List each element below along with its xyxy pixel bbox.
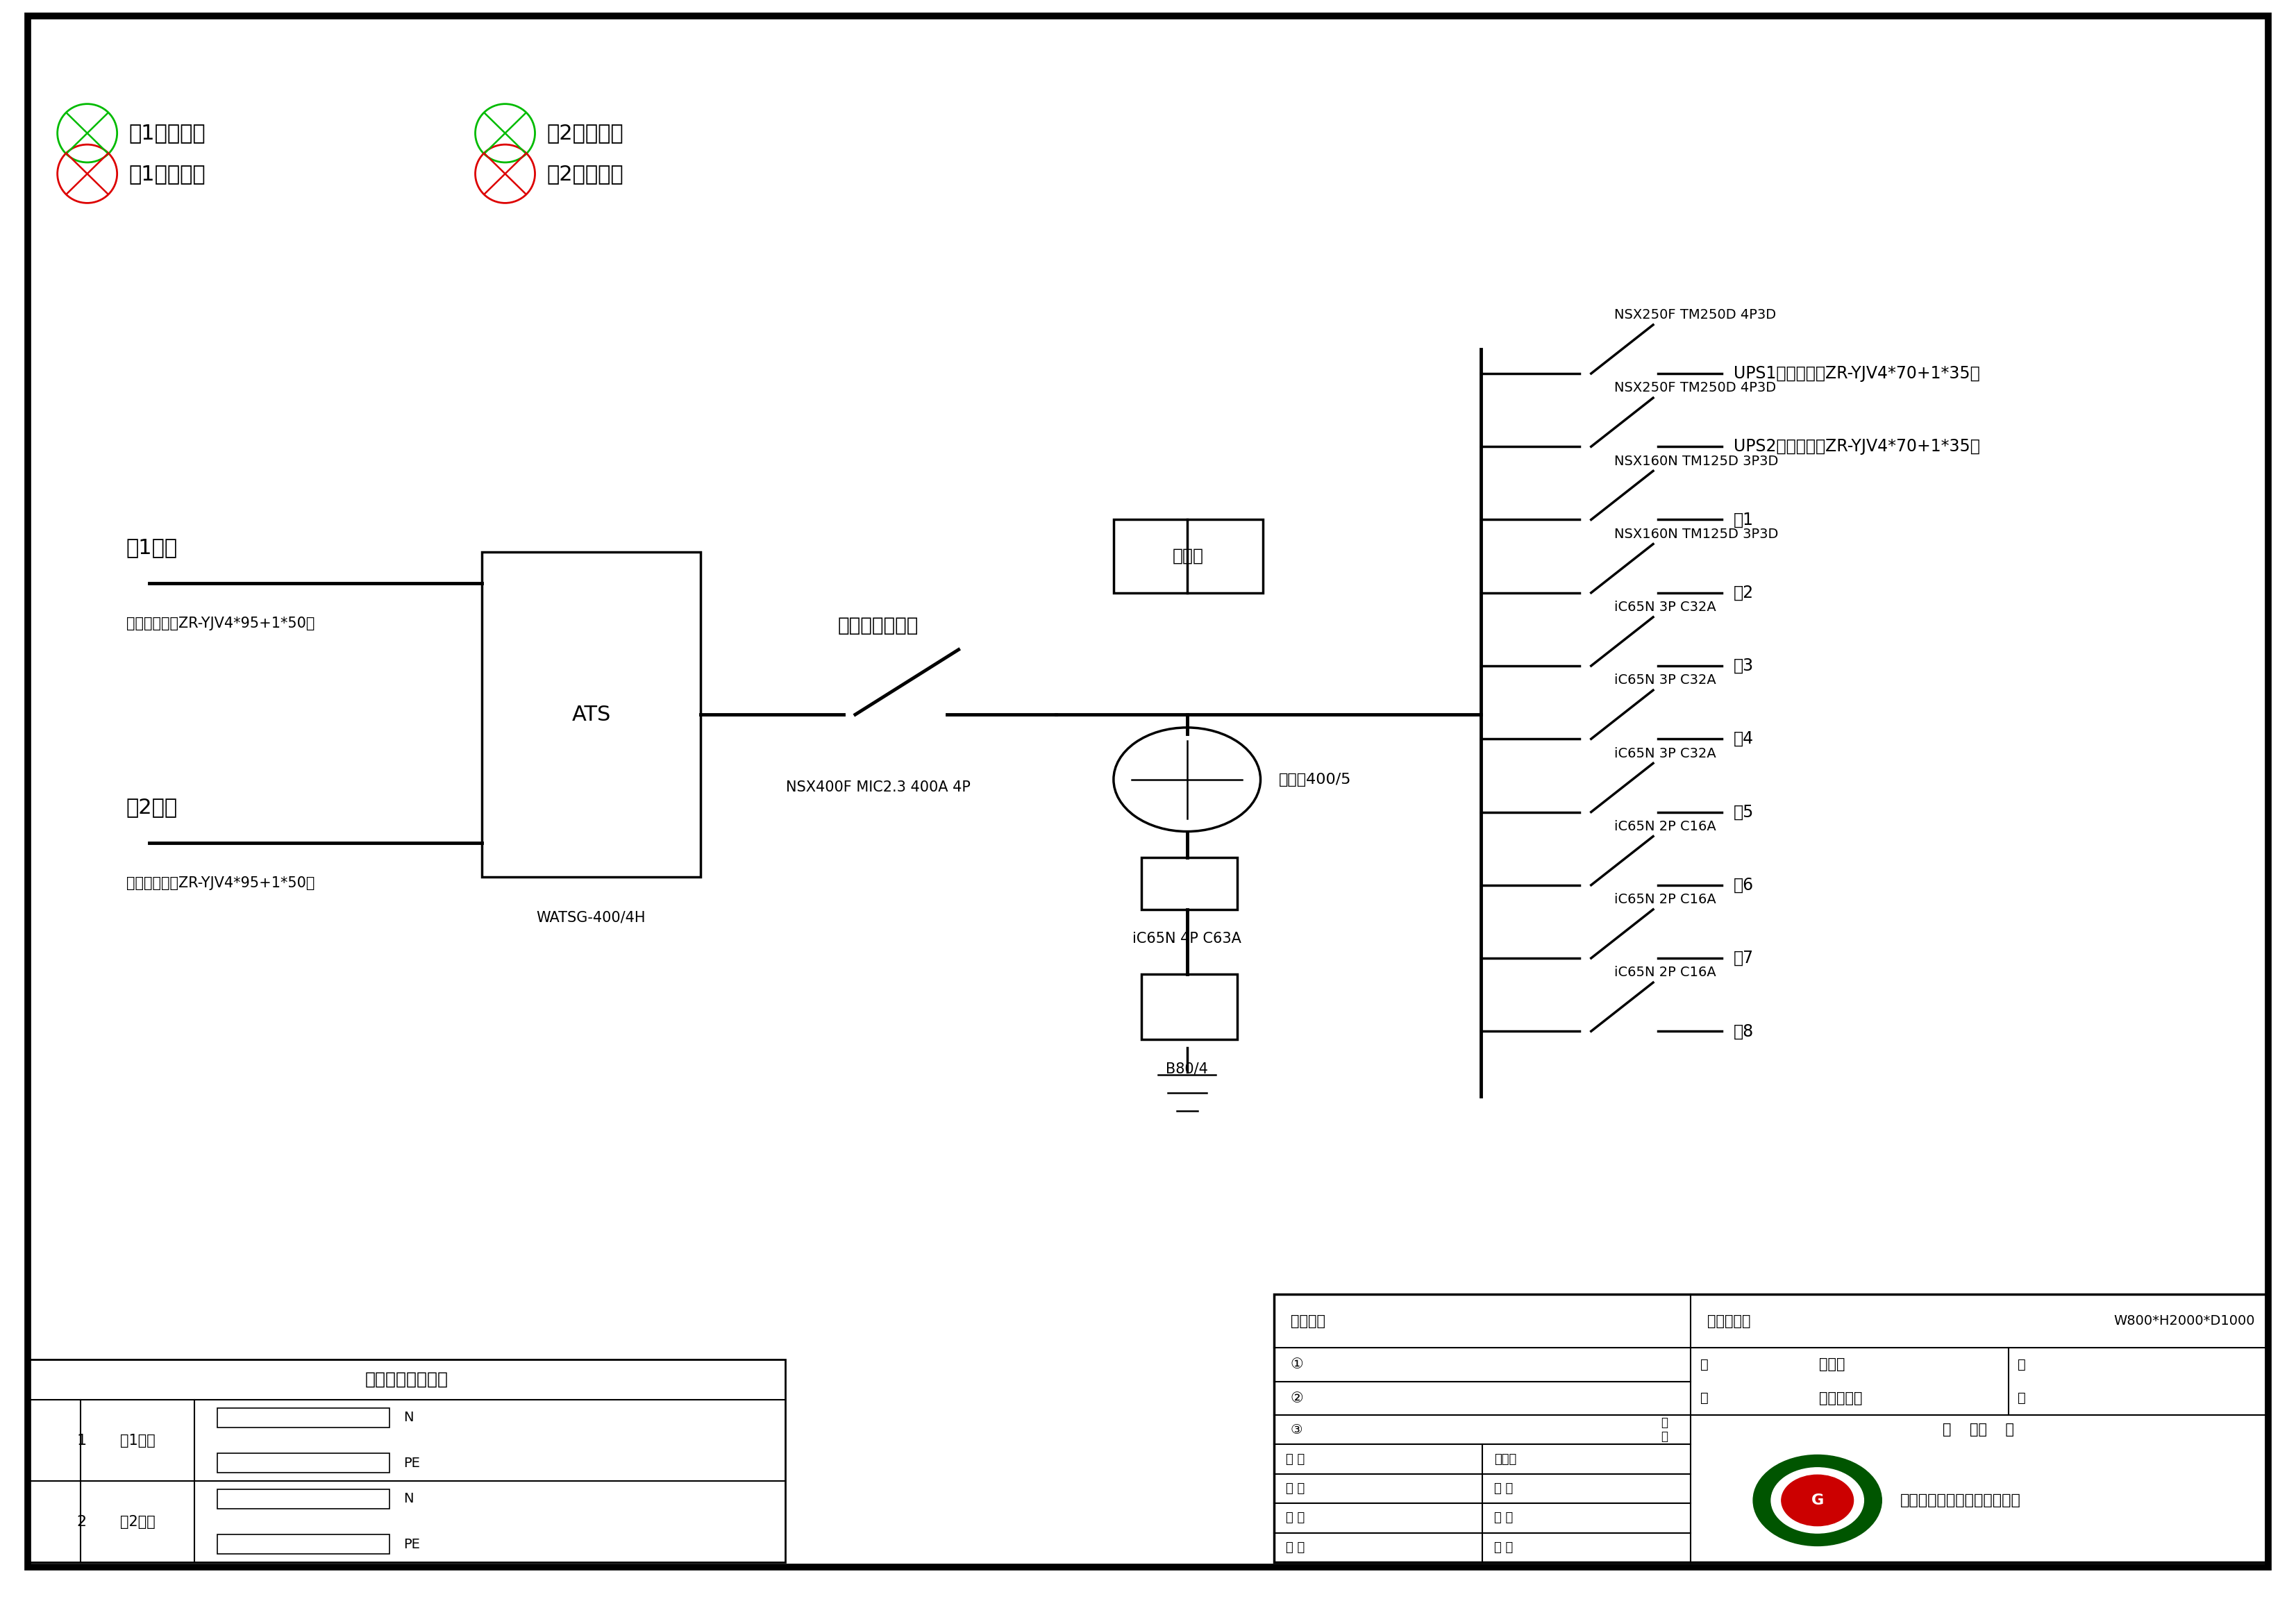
- Text: iC65N 3P C32A: iC65N 3P C32A: [1614, 747, 1715, 760]
- Text: 开闭所开关（ZR-YJV4*95+1*50）: 开闭所开关（ZR-YJV4*95+1*50）: [126, 617, 315, 630]
- Bar: [28, 1359, 785, 1562]
- Text: ②: ②: [1290, 1392, 1304, 1405]
- Text: 庂1输入: 庂1输入: [126, 538, 177, 557]
- Text: 电量件: 电量件: [1173, 547, 1203, 565]
- Text: N: N: [404, 1411, 413, 1424]
- Text: ③: ③: [1290, 1423, 1302, 1436]
- Text: UPS2输入开关（ZR-YJV4*70+1*35）: UPS2输入开关（ZR-YJV4*70+1*35）: [1733, 438, 1979, 455]
- Text: B80/4: B80/4: [1166, 1062, 1208, 1075]
- Text: G: G: [1812, 1494, 1823, 1507]
- Text: NSX160N TM125D 3P3D: NSX160N TM125D 3P3D: [1614, 455, 1777, 468]
- Text: 庂电输出总开关: 庂电输出总开关: [838, 615, 918, 635]
- Text: 日 期: 日 期: [1495, 1541, 1513, 1554]
- Text: W800*H2000*D1000: W800*H2000*D1000: [2112, 1314, 2255, 1328]
- Bar: [218, 1453, 390, 1473]
- Text: 一次系统图: 一次系统图: [1818, 1392, 1862, 1405]
- Bar: [482, 552, 700, 877]
- Text: 备5: 备5: [1733, 804, 1754, 820]
- Text: 庂2电源指示: 庂2电源指示: [546, 123, 622, 143]
- Text: 制 图: 制 图: [1286, 1483, 1304, 1494]
- Text: NSX250F TM250D 4P3D: NSX250F TM250D 4P3D: [1614, 309, 1775, 322]
- Text: PE: PE: [404, 1538, 420, 1551]
- Text: iC65N 3P C32A: iC65N 3P C32A: [1614, 674, 1715, 687]
- Text: 备3: 备3: [1733, 658, 1754, 674]
- Text: UPS1输入开关（ZR-YJV4*70+1*35）: UPS1输入开关（ZR-YJV4*70+1*35）: [1733, 365, 1979, 382]
- Text: 庂1电源指示: 庂1电源指示: [129, 123, 204, 143]
- Text: 备4: 备4: [1733, 731, 1754, 747]
- Bar: [218, 1408, 390, 1427]
- Text: 互感器400/5: 互感器400/5: [1279, 773, 1352, 786]
- Text: 第    张共    张: 第 张共 张: [1942, 1423, 2014, 1437]
- Text: 批 准: 批 准: [1495, 1512, 1513, 1525]
- Text: ①: ①: [1290, 1358, 1304, 1372]
- Text: 量: 量: [2018, 1392, 2025, 1405]
- Bar: [218, 1535, 390, 1554]
- Text: 庂1接入: 庂1接入: [119, 1434, 156, 1447]
- Text: 开闭所开关（ZR-YJV4*95+1*50）: 开闭所开关（ZR-YJV4*95+1*50）: [126, 877, 315, 890]
- Text: 备7: 备7: [1733, 950, 1754, 966]
- Bar: [1141, 974, 1238, 1039]
- Text: 设 计: 设 计: [1286, 1453, 1304, 1465]
- Text: 标准化: 标准化: [1495, 1453, 1515, 1465]
- Text: WATSG-400/4H: WATSG-400/4H: [537, 911, 645, 924]
- Text: 备2: 备2: [1733, 585, 1754, 601]
- Text: 名: 名: [1699, 1358, 1708, 1371]
- Text: iC65N 2P C16A: iC65N 2P C16A: [1614, 820, 1715, 833]
- Text: 2: 2: [76, 1515, 87, 1528]
- Bar: [218, 1489, 390, 1509]
- Text: 项目名称: 项目名称: [1290, 1314, 1325, 1328]
- Text: 工 艺: 工 艺: [1286, 1541, 1304, 1554]
- Bar: [1274, 1294, 2266, 1562]
- Text: 备6: 备6: [1733, 877, 1754, 893]
- Text: 校 核: 校 核: [1286, 1512, 1304, 1525]
- Text: 备1: 备1: [1733, 512, 1754, 528]
- Text: 庂2输入: 庂2输入: [126, 797, 177, 817]
- Text: N: N: [404, 1492, 413, 1505]
- Text: 庂2合闸指示: 庂2合闸指示: [546, 164, 622, 184]
- Text: NSX250F TM250D 4P3D: NSX250F TM250D 4P3D: [1614, 382, 1775, 395]
- Bar: [1141, 857, 1238, 909]
- Text: NSX160N TM125D 3P3D: NSX160N TM125D 3P3D: [1614, 528, 1777, 541]
- Text: 庂2接入: 庂2接入: [119, 1515, 156, 1528]
- Text: ATS: ATS: [572, 705, 611, 724]
- Text: 配电柜尺寸: 配电柜尺寸: [1706, 1314, 1750, 1328]
- Text: 审 定: 审 定: [1495, 1483, 1513, 1494]
- Text: 1: 1: [76, 1434, 87, 1447]
- Text: iC65N 2P C16A: iC65N 2P C16A: [1614, 966, 1715, 979]
- Text: 石家庄流畅电子科技有限公司: 石家庄流畅电子科技有限公司: [1901, 1494, 2020, 1507]
- Bar: [1114, 520, 1263, 593]
- Text: iC65N 2P C16A: iC65N 2P C16A: [1614, 893, 1715, 906]
- Text: PE: PE: [404, 1457, 420, 1470]
- Text: iC65N 3P C32A: iC65N 3P C32A: [1614, 601, 1715, 614]
- Circle shape: [1770, 1468, 1864, 1533]
- Circle shape: [1754, 1455, 1883, 1546]
- Circle shape: [1782, 1475, 1853, 1527]
- Text: 数: 数: [2018, 1358, 2025, 1371]
- Text: 称: 称: [1699, 1392, 1708, 1405]
- Text: 编
号: 编 号: [1660, 1416, 1667, 1444]
- Text: iC65N 4P C63A: iC65N 4P C63A: [1132, 932, 1242, 945]
- Text: NSX400F MIC2.3 400A 4P: NSX400F MIC2.3 400A 4P: [785, 781, 971, 794]
- Text: 市电柜: 市电柜: [1818, 1358, 1846, 1372]
- Text: 外接铜排部分示意: 外接铜排部分示意: [365, 1371, 448, 1389]
- Text: 备8: 备8: [1733, 1023, 1754, 1039]
- Text: 庂1合闸指示: 庂1合闸指示: [129, 164, 204, 184]
